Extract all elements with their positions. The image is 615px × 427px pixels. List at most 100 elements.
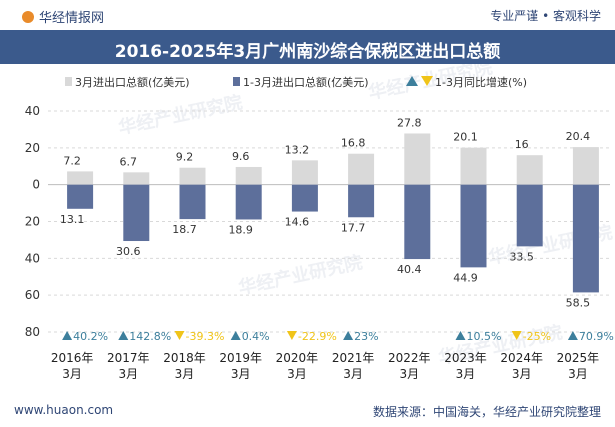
growth-up-triangle-icon-3 <box>230 331 241 340</box>
y-tick-label-0: 40 <box>25 104 40 118</box>
y-tick-label-2: 0 <box>32 178 40 192</box>
label-q1-0: 13.1 <box>60 213 85 226</box>
label-q1-4: 14.6 <box>285 216 310 229</box>
legend: 3月进出口总额(亿美元) 1-3月进出口总额(亿美元) 1-3月同比增速(%) <box>65 75 527 89</box>
x-tick-label-line-6-0: 2022年 <box>388 351 431 365</box>
bar-q1-8 <box>516 184 543 247</box>
growth-down-triangle-icon-4 <box>286 331 297 340</box>
growth-up-triangle-icon-0 <box>62 331 73 340</box>
bar-total-4 <box>291 160 318 185</box>
growth-label-1: 142.8% <box>129 330 171 343</box>
legend-up-triangle-icon <box>406 76 418 86</box>
label-q1-8: 33.5 <box>509 250 534 263</box>
x-tick-label-line-2-0: 2018年 <box>163 351 206 365</box>
growth-up-triangle-icon-1 <box>118 331 129 340</box>
x-tick-label-1: 2017年 3月 <box>107 351 150 381</box>
watermark-0: 华经产业研究院 <box>116 91 244 139</box>
label-total-9: 20.4 <box>566 130 591 143</box>
bar-q1-7 <box>460 184 487 268</box>
x-tick-label-3: 2019年 3月 <box>219 351 262 381</box>
growth-label-3: 0.4% <box>242 330 270 343</box>
y-tick-label-6: 80 <box>25 325 40 339</box>
x-tick-label-2: 2018年 3月 <box>163 351 206 381</box>
x-tick-label-5: 2021年 3月 <box>332 351 375 381</box>
legend-label-q1: 1-3月进出口总额(亿美元) <box>243 75 369 89</box>
growth-down-triangle-icon-8 <box>511 331 522 340</box>
label-total-0: 7.2 <box>63 154 81 167</box>
legend-label-growth: 1-3月同比增速(%) <box>435 75 527 89</box>
label-q1-3: 18.9 <box>228 223 253 236</box>
site-url[interactable]: www.huaon.com <box>14 403 114 417</box>
x-tick-label-line-9-0: 2025年 <box>557 351 600 365</box>
x-tick-label-8: 2024年 3月 <box>500 351 543 381</box>
label-q1-9: 58.5 <box>566 296 591 309</box>
data-labels: 7.2 13.1 6.7 30.6 9.2 18.7 9.6 18.9 13.2 14.6 16.8… <box>60 116 590 309</box>
legend-swatch-total <box>65 77 72 86</box>
label-q1-2: 18.7 <box>172 223 197 236</box>
growth-label-0: 40.2% <box>73 330 108 343</box>
bar-total-3 <box>235 166 262 185</box>
chart-title: 2016-2025年3月广州南沙综合保税区进出口总额 <box>114 42 501 62</box>
x-tick-label-9: 2025年 3月 <box>557 351 600 381</box>
growth-up-triangle-icon-9 <box>567 331 578 340</box>
brand[interactable]: 华经情报网 <box>22 7 104 26</box>
label-total-2: 9.2 <box>176 151 194 164</box>
growth-markers: 40.2% 142.8% -39.3% 0.4% -22.9% 23% 10.5% -25% 7… <box>62 330 614 343</box>
growth-up-triangle-icon-7 <box>455 331 466 340</box>
y-tick-label-5: 60 <box>25 288 40 302</box>
brand-logo-icon <box>22 11 34 23</box>
y-axis-ticks: 40 20 0 20 40 60 80 <box>25 104 40 339</box>
bar-total-1 <box>123 172 150 185</box>
bar-q1-9 <box>572 184 599 293</box>
x-tick-label-4: 2020年 3月 <box>276 351 319 381</box>
x-tick-label-7: 2023年 3月 <box>444 351 487 381</box>
x-tick-label-line-3-0: 2019年 <box>219 351 262 365</box>
growth-label-7: 10.5% <box>467 330 502 343</box>
bar-q1-1 <box>123 184 150 242</box>
growth-label-9: 70.9% <box>579 330 614 343</box>
x-tick-label-line-0-1: 3月 <box>62 367 82 381</box>
tagline: 专业严谨 • 客观科学 <box>490 9 601 23</box>
growth-label-4: -22.9% <box>298 330 337 343</box>
top-bar: 华经情报网 专业严谨 • 客观科学 <box>0 0 615 30</box>
title-bar: 2016-2025年3月广州南沙综合保税区进出口总额 <box>0 30 615 64</box>
x-tick-label-line-0-0: 2016年 <box>51 351 94 365</box>
y-tick-label-4: 40 <box>25 251 40 265</box>
label-total-1: 6.7 <box>120 155 138 168</box>
bar-total-2 <box>179 167 206 185</box>
label-total-7: 20.1 <box>453 131 478 144</box>
bars <box>67 133 599 293</box>
x-tick-label-line-7-1: 3月 <box>456 367 476 381</box>
legend-down-triangle-icon <box>421 76 433 86</box>
x-tick-label-line-4-1: 3月 <box>287 367 307 381</box>
x-tick-label-line-1-0: 2017年 <box>107 351 150 365</box>
x-tick-label-line-8-0: 2024年 <box>500 351 543 365</box>
x-tick-label-line-7-0: 2023年 <box>444 351 487 365</box>
bar-total-7 <box>460 147 487 185</box>
x-tick-label-line-8-1: 3月 <box>512 367 532 381</box>
bar-total-0 <box>67 171 94 185</box>
growth-label-8: -25% <box>523 330 551 343</box>
bar-total-8 <box>516 155 543 185</box>
label-total-6: 27.8 <box>397 116 422 129</box>
legend-swatch-q1 <box>233 77 240 86</box>
y-tick-label-3: 20 <box>25 215 40 229</box>
x-tick-label-line-1-1: 3月 <box>118 367 138 381</box>
data-source: 数据来源：中国海关，华经产业研究院整理 <box>372 405 601 419</box>
bar-total-5 <box>348 153 375 185</box>
label-q1-5: 17.7 <box>341 221 366 234</box>
growth-up-triangle-icon-5 <box>343 331 354 340</box>
label-q1-6: 40.4 <box>397 263 422 276</box>
label-q1-1: 30.6 <box>116 245 141 258</box>
label-total-3: 9.6 <box>232 150 250 163</box>
x-tick-label-line-5-1: 3月 <box>343 367 363 381</box>
growth-down-triangle-icon-2 <box>174 331 185 340</box>
bar-q1-3 <box>235 184 262 220</box>
x-tick-label-0: 2016年 3月 <box>51 351 94 381</box>
x-tick-label-line-2-1: 3月 <box>175 367 195 381</box>
bar-q1-5 <box>348 184 375 218</box>
x-tick-label-line-6-1: 3月 <box>399 367 419 381</box>
